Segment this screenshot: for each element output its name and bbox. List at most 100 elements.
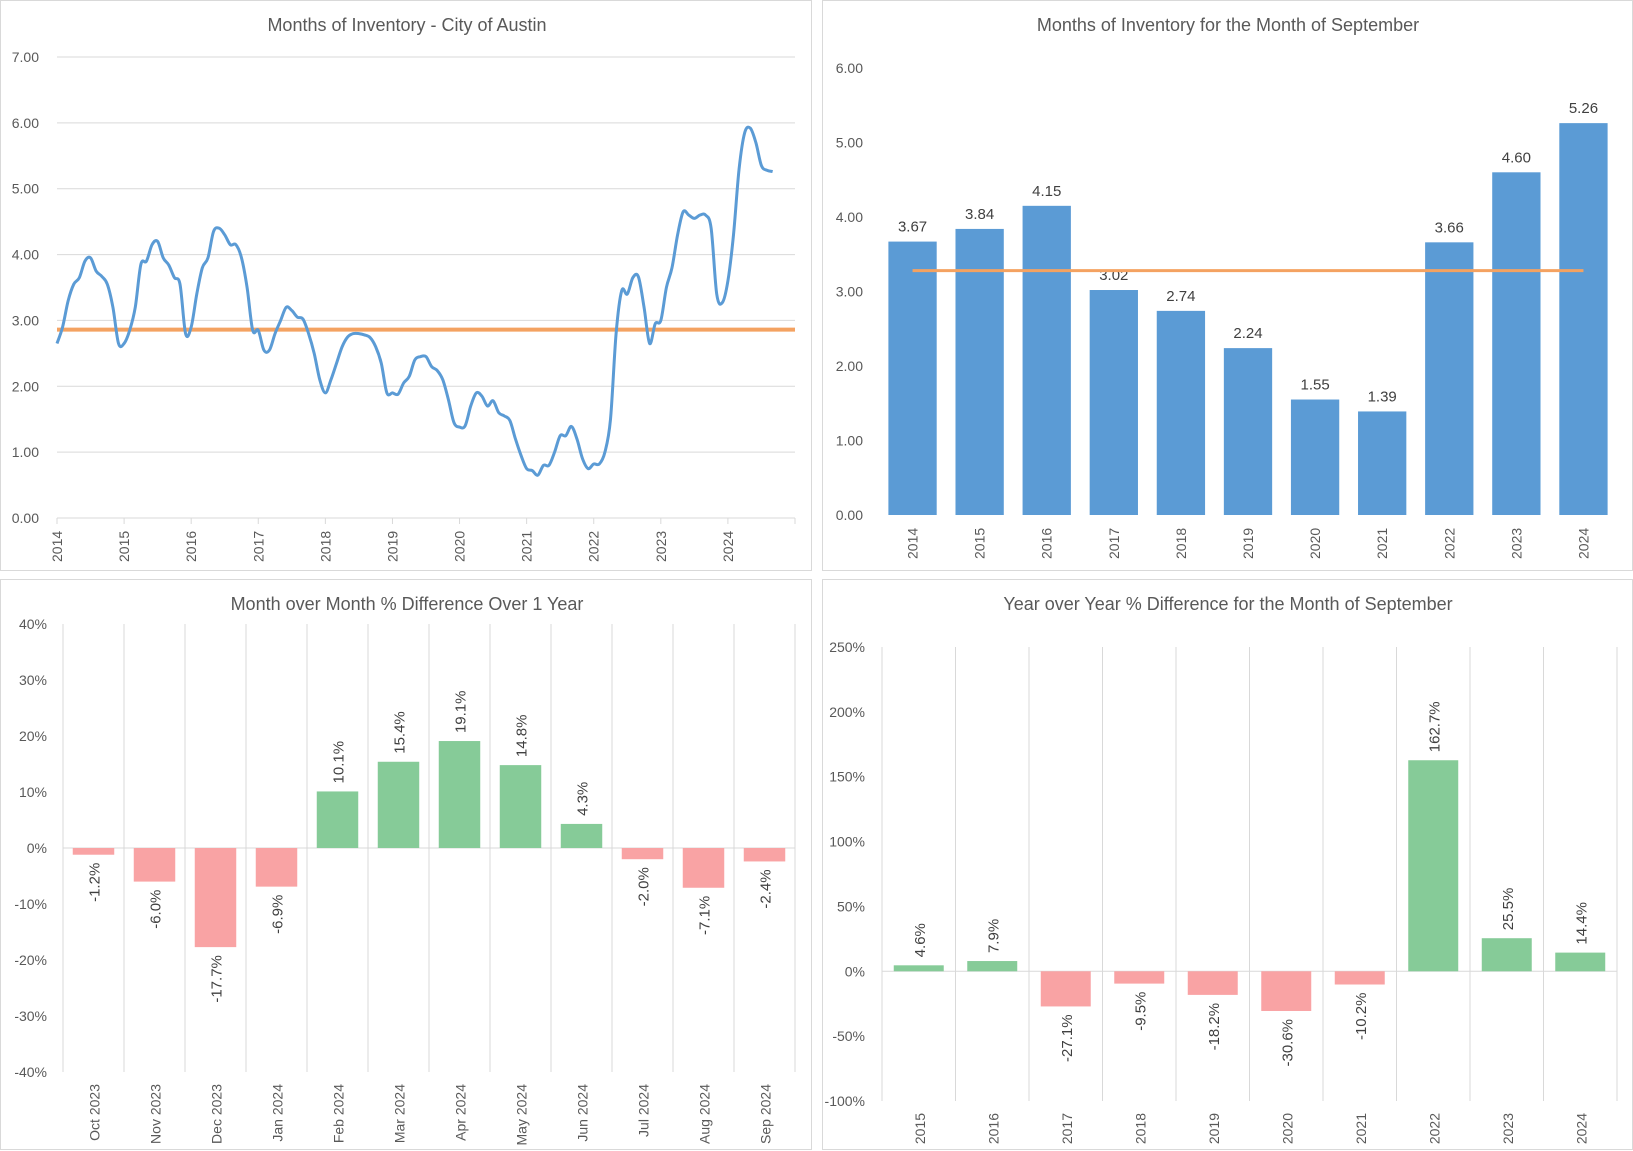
x-tick-label: 2024 bbox=[720, 531, 736, 562]
bar bbox=[194, 848, 237, 948]
x-tick-label: Feb 2024 bbox=[331, 1084, 347, 1143]
x-tick-label: 2021 bbox=[519, 531, 535, 562]
y-tick-label: 2.00 bbox=[12, 378, 39, 394]
data-label: -1.2% bbox=[87, 863, 104, 902]
data-label: -6.9% bbox=[270, 895, 287, 934]
y-tick-label: 0.00 bbox=[836, 507, 863, 523]
x-tick-label: 2016 bbox=[985, 1113, 1001, 1144]
data-label: 162.7% bbox=[1426, 701, 1443, 752]
bar bbox=[1408, 760, 1459, 972]
x-tick-label: 2018 bbox=[317, 531, 333, 562]
bar bbox=[621, 848, 664, 860]
bar bbox=[955, 228, 1004, 516]
bar bbox=[1022, 205, 1071, 515]
chart-title: Year over Year % Difference for the Mont… bbox=[1003, 594, 1452, 614]
x-tick-label: Apr 2024 bbox=[453, 1084, 469, 1141]
y-tick-label: 4.00 bbox=[836, 209, 863, 225]
bar bbox=[1425, 242, 1474, 515]
x-tick-label: Sep 2024 bbox=[758, 1084, 774, 1144]
bar bbox=[1187, 971, 1238, 995]
bar bbox=[499, 765, 542, 848]
data-label: -6.0% bbox=[148, 890, 165, 929]
x-tick-label: 2015 bbox=[116, 531, 132, 562]
y-tick-label: 7.00 bbox=[12, 49, 39, 65]
y-tick-label: 20% bbox=[19, 728, 47, 744]
data-label: 3.67 bbox=[898, 219, 927, 236]
mom-bar-chart: Month over Month % Difference Over 1 Yea… bbox=[14, 594, 796, 1145]
y-tick-label: 6.00 bbox=[12, 115, 39, 131]
series-line bbox=[55, 125, 773, 477]
x-tick-label: Aug 2024 bbox=[697, 1084, 713, 1144]
data-label: -9.5% bbox=[1132, 992, 1149, 1031]
x-tick-label: 2022 bbox=[1426, 1113, 1442, 1144]
data-label: 4.6% bbox=[912, 923, 929, 957]
data-label: -30.6% bbox=[1279, 1019, 1296, 1067]
y-tick-label: -50% bbox=[832, 1028, 865, 1044]
bar bbox=[967, 961, 1018, 972]
x-tick-label: Jun 2024 bbox=[575, 1084, 591, 1142]
bar bbox=[133, 848, 176, 882]
y-tick-label: 30% bbox=[19, 672, 47, 688]
x-tick-label: 2024 bbox=[1575, 528, 1591, 559]
chart-title: Months of Inventory - City of Austin bbox=[267, 15, 546, 35]
x-tick-label: 2015 bbox=[972, 528, 988, 559]
x-tick-label: 2019 bbox=[1206, 1113, 1222, 1144]
y-tick-label: 100% bbox=[829, 834, 865, 850]
bar bbox=[1358, 411, 1407, 515]
yoy-bar-chart-panel: Year over Year % Difference for the Mont… bbox=[822, 579, 1633, 1150]
bar bbox=[377, 761, 420, 848]
x-tick-label: 2018 bbox=[1173, 528, 1189, 559]
y-tick-label: 0.00 bbox=[12, 510, 39, 526]
data-label: 4.15 bbox=[1032, 183, 1061, 200]
data-label: -10.2% bbox=[1353, 993, 1370, 1041]
chart-title: Month over Month % Difference Over 1 Yea… bbox=[231, 594, 584, 614]
data-label: -7.1% bbox=[697, 896, 714, 935]
y-tick-label: -30% bbox=[14, 1008, 47, 1024]
data-label: -17.7% bbox=[209, 955, 226, 1003]
line-chart: Months of Inventory - City of Austin 0.0… bbox=[12, 15, 796, 562]
x-tick-label: 2020 bbox=[1279, 1113, 1295, 1144]
data-label: 3.84 bbox=[965, 206, 994, 223]
y-tick-label: 3.00 bbox=[12, 312, 39, 328]
x-tick-label: 2019 bbox=[1240, 528, 1256, 559]
data-label: -2.0% bbox=[636, 867, 653, 906]
y-tick-label: 6.00 bbox=[836, 60, 863, 76]
bar bbox=[893, 965, 944, 972]
data-label: 3.66 bbox=[1435, 219, 1464, 236]
bar bbox=[682, 848, 725, 888]
x-tick-label: 2015 bbox=[912, 1113, 928, 1144]
y-tick-label: -100% bbox=[825, 1093, 865, 1109]
bar bbox=[316, 791, 359, 848]
y-tick-label: 250% bbox=[829, 639, 865, 655]
data-label: -18.2% bbox=[1206, 1003, 1223, 1051]
data-label: 14.4% bbox=[1573, 902, 1590, 945]
bar bbox=[1334, 971, 1385, 985]
x-tick-label: 2023 bbox=[1500, 1113, 1516, 1144]
data-label: 1.55 bbox=[1300, 377, 1329, 394]
bar bbox=[1089, 290, 1138, 515]
y-tick-label: 1.00 bbox=[836, 433, 863, 449]
x-tick-label: 2017 bbox=[1059, 1113, 1075, 1144]
september-bar-chart: Months of Inventory for the Month of Sep… bbox=[836, 15, 1608, 559]
data-label: 4.3% bbox=[575, 782, 592, 816]
y-tick-label: 10% bbox=[19, 784, 47, 800]
bar bbox=[888, 241, 937, 515]
y-tick-label: -20% bbox=[14, 952, 47, 968]
x-tick-label: 2023 bbox=[653, 531, 669, 562]
x-tick-label: 2022 bbox=[586, 531, 602, 562]
bar bbox=[560, 823, 603, 848]
y-tick-label: 3.00 bbox=[836, 284, 863, 300]
data-label: 2.24 bbox=[1233, 325, 1262, 342]
bar bbox=[743, 848, 786, 862]
data-label: 7.9% bbox=[985, 919, 1002, 953]
bar bbox=[1555, 952, 1606, 972]
y-tick-label: 5.00 bbox=[836, 135, 863, 151]
y-tick-label: 5.00 bbox=[12, 181, 39, 197]
x-tick-label: Nov 2023 bbox=[148, 1084, 164, 1144]
bar bbox=[1481, 938, 1532, 972]
y-tick-label: -10% bbox=[14, 896, 47, 912]
bar bbox=[72, 848, 115, 855]
bar bbox=[255, 848, 298, 887]
bar bbox=[1559, 123, 1608, 515]
september-bar-chart-panel: Months of Inventory for the Month of Sep… bbox=[822, 0, 1633, 571]
